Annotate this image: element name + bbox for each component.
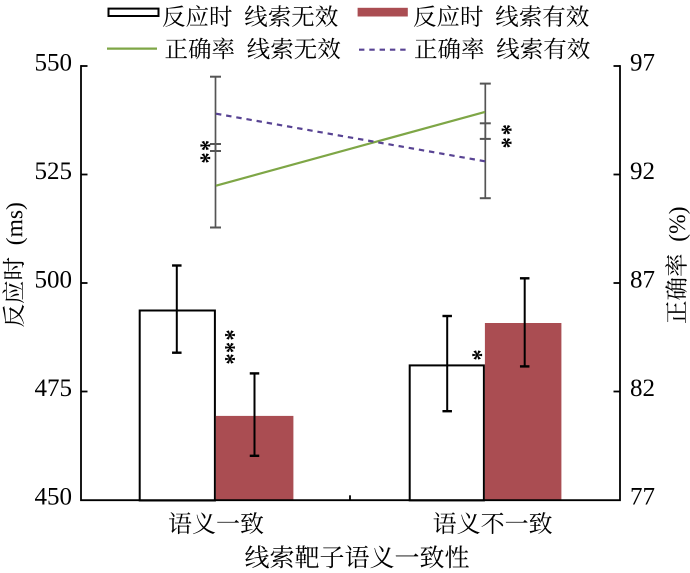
svg-text:97: 97 <box>630 49 655 76</box>
svg-text:550: 550 <box>35 49 73 76</box>
svg-text:77: 77 <box>630 483 655 510</box>
svg-text:87: 87 <box>630 266 655 293</box>
svg-text:82: 82 <box>630 375 655 402</box>
svg-text:92: 92 <box>630 158 655 185</box>
svg-text:525: 525 <box>35 158 73 185</box>
svg-text:500: 500 <box>35 266 73 293</box>
svg-text:475: 475 <box>35 375 73 402</box>
svg-text:450: 450 <box>35 483 73 510</box>
